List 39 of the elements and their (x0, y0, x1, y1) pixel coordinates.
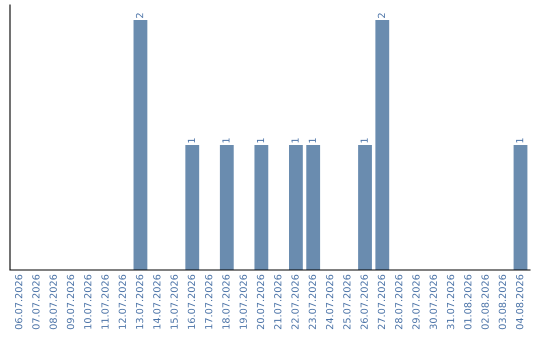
x-tick-label: 12.07.2026 (118, 274, 126, 329)
data-label: 1 (516, 138, 524, 143)
x-tick-label: 02.08.2026 (481, 274, 489, 330)
x-tick-label: 14.07.2026 (153, 274, 161, 329)
data-label: 2 (136, 13, 144, 18)
x-tick-label: 18.07.2026 (222, 274, 230, 329)
x-tick-label: 08.07.2026 (50, 274, 57, 330)
x-tick-label: 19.07.2026 (240, 274, 247, 329)
x-tick-label: 31.07.2026 (446, 274, 454, 330)
x-tick-label: 04.08.2026 (516, 274, 524, 330)
x-tick-label: 15.07.2026 (170, 274, 178, 329)
x-tick-label: 01.08.2026 (464, 274, 472, 330)
x-tick-label: 16.07.2026 (188, 274, 196, 329)
x-tick-label: 25.07.2026 (343, 274, 351, 330)
x-tick-label: 20.07.2026 (256, 274, 264, 330)
x-tick-label: 27.07.2026 (378, 274, 386, 330)
x-tick-label: 10.07.2026 (84, 274, 92, 329)
x-tick-label: 21.07.2026 (274, 274, 282, 330)
x-tick-label: 28.07.2026 (395, 274, 402, 330)
x-tick-label: 30.07.2026 (430, 274, 437, 330)
x-tick-label: 06.07.2026 (14, 274, 22, 330)
x-tick-label: 23.07.2026 (308, 274, 316, 330)
x-tick-label: 22.07.2026 (291, 274, 299, 330)
x-tick-label: 17.07.2026 (205, 274, 212, 329)
data-label: 2 (378, 13, 385, 18)
x-tick-label: 26.07.2026 (360, 274, 368, 330)
data-label: 1 (188, 138, 195, 143)
x-tick-label: 03.08.2026 (498, 274, 506, 330)
data-label: 1 (308, 138, 316, 143)
x-tick-label: 11.07.2026 (101, 274, 109, 329)
x-tick-label: 24.07.2026 (326, 274, 334, 330)
data-label: 1 (222, 138, 230, 143)
data-label: 1 (292, 138, 299, 143)
x-tick-label: 09.07.2026 (66, 274, 74, 330)
x-tick-label: 07.07.2026 (32, 274, 40, 330)
data-label: 1 (256, 138, 264, 143)
x-tick-label: 29.07.2026 (412, 274, 420, 330)
x-tick-label: 13.07.2026 (136, 274, 144, 329)
data-label: 1 (360, 138, 368, 143)
